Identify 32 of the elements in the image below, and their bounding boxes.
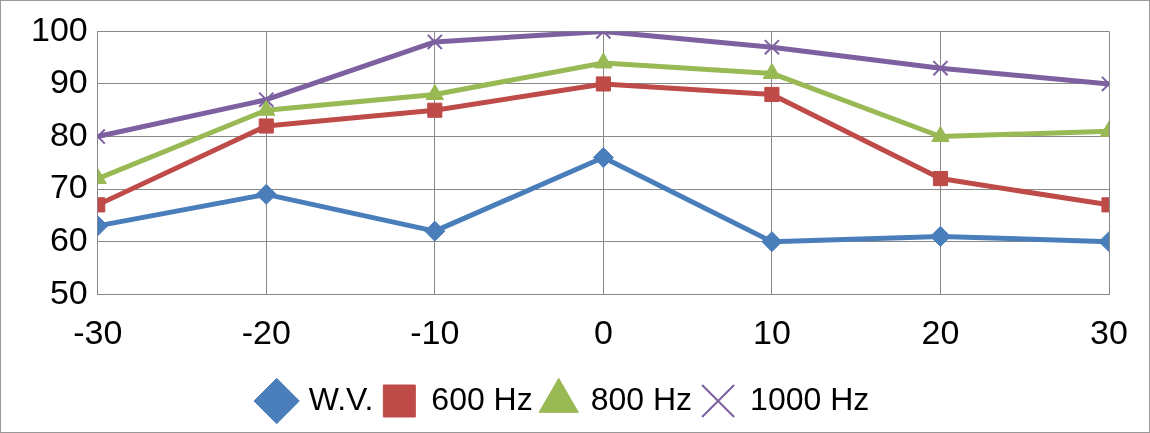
legend-label: 600 Hz bbox=[431, 380, 533, 417]
x-tick-label: 10 bbox=[753, 312, 791, 351]
x-tick-label: 0 bbox=[593, 312, 613, 351]
point bbox=[258, 91, 275, 108]
legend-label: 1000 Hz bbox=[750, 380, 870, 417]
point bbox=[931, 126, 950, 143]
point bbox=[932, 171, 949, 187]
y-tick-label: 70 bbox=[49, 167, 88, 206]
y-tick-label: 50 bbox=[49, 272, 88, 311]
x-tick-label: -30 bbox=[73, 312, 123, 351]
point bbox=[932, 60, 949, 77]
point bbox=[761, 231, 783, 253]
point bbox=[427, 102, 443, 118]
x-tick-label: 20 bbox=[921, 312, 960, 351]
y-tick-label: 90 bbox=[49, 62, 88, 101]
y-tick-label: 60 bbox=[49, 220, 88, 259]
point bbox=[595, 76, 611, 92]
point bbox=[592, 147, 614, 169]
x-tick-label: -20 bbox=[241, 312, 291, 351]
y-tick-label: 100 bbox=[30, 9, 88, 48]
point bbox=[258, 118, 274, 134]
point bbox=[424, 220, 446, 242]
point bbox=[764, 86, 780, 103]
y-tick-label: 80 bbox=[49, 114, 88, 153]
x-tick-label: -10 bbox=[410, 312, 460, 351]
legend-label: W.V. bbox=[308, 380, 374, 417]
legend-label: 800 Hz bbox=[590, 380, 693, 417]
point bbox=[929, 225, 951, 247]
point bbox=[763, 39, 780, 56]
x-tick-label: 30 bbox=[1090, 312, 1128, 351]
point bbox=[255, 183, 277, 205]
point bbox=[426, 33, 443, 50]
